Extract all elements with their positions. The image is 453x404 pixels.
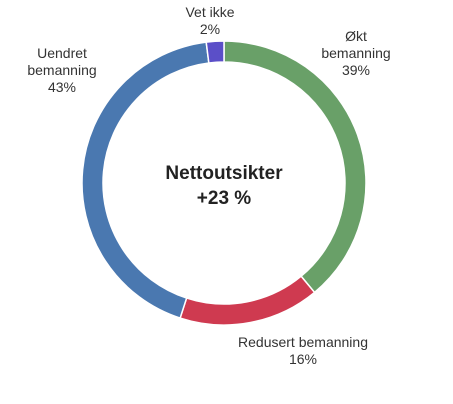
slice-label: Redusert bemanning 16% (238, 334, 368, 368)
donut-segment (205, 40, 225, 64)
value-label: 43% (47, 79, 77, 95)
center-value: +23 % (196, 188, 252, 209)
category-name: Økt bemanning (321, 28, 391, 61)
value-label: 39% (341, 62, 371, 78)
value-label: 2% (199, 21, 221, 37)
slice-label: Uendret bemanning 43% (17, 45, 107, 96)
value-label: 16% (288, 351, 318, 367)
slice-label: Økt bemanning 39% (311, 28, 401, 79)
category-name: Uendret bemanning (27, 45, 97, 78)
donut-segment (179, 275, 316, 326)
center-title: Nettoutsikter (165, 163, 283, 184)
category-name: Redusert bemanning (238, 334, 368, 350)
slice-label: Vet ikke 2% (185, 4, 234, 38)
category-name: Vet ikke (185, 4, 235, 20)
